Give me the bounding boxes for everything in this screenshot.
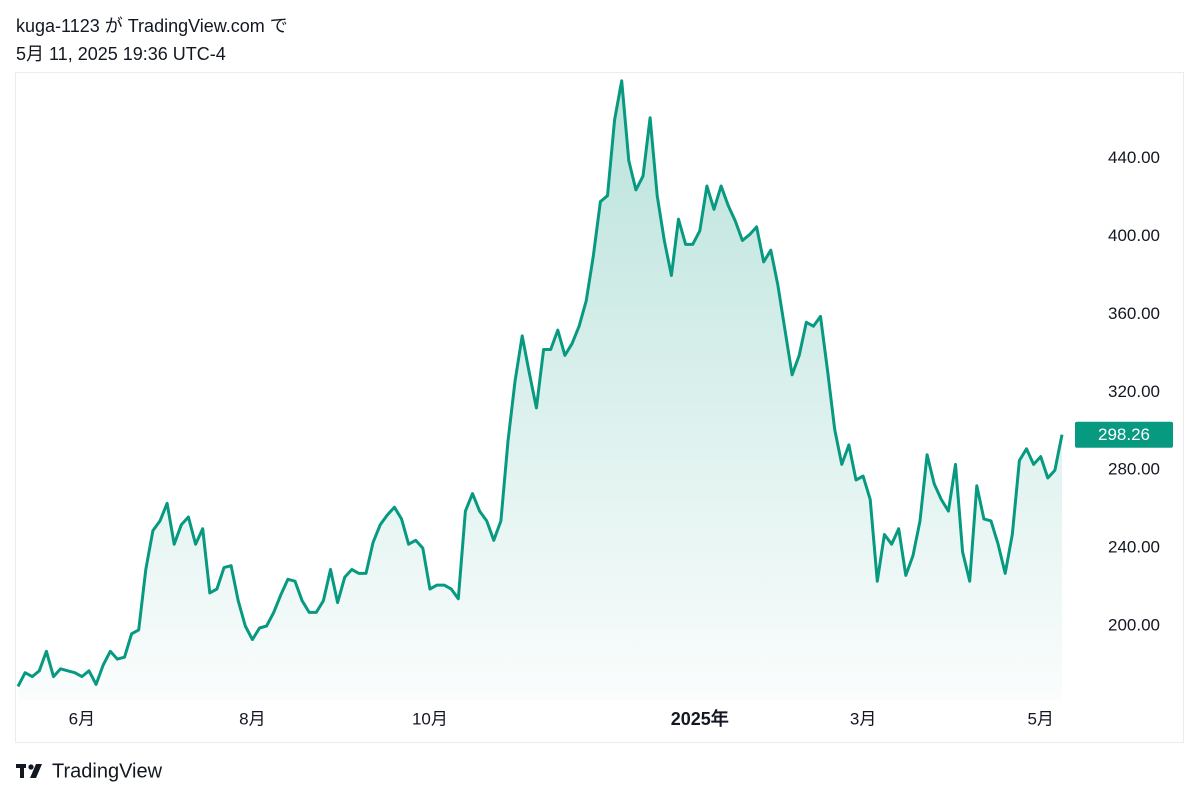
- price-line: [16, 79, 1064, 688]
- x-tick-label: 6月: [69, 709, 95, 728]
- y-tick-label: 400.00: [1108, 226, 1160, 245]
- y-tick-label: 320.00: [1108, 382, 1160, 401]
- x-tick-label: 8月: [239, 709, 265, 728]
- x-tick-label: 3月: [850, 709, 876, 728]
- y-tick-label: 440.00: [1108, 148, 1160, 167]
- x-tick-label: 5月: [1027, 709, 1053, 728]
- y-tick-label: 360.00: [1108, 304, 1160, 323]
- chart-frame: [15, 72, 1184, 743]
- x-tick-label: 2025年: [671, 708, 729, 729]
- y-tick-label: 240.00: [1108, 538, 1160, 557]
- y-tick-label: 200.00: [1108, 615, 1160, 634]
- header-line2: 5月 11, 2025 19:36 UTC-4: [16, 44, 226, 64]
- brand-logo: [16, 764, 42, 778]
- last-price-badge: [1075, 421, 1173, 448]
- header-line1: kuga-1123 が TradingView.com で: [16, 16, 288, 36]
- x-tick-label: 10月: [412, 709, 448, 728]
- brand-name: TradingView: [52, 760, 163, 782]
- y-tick-label: 280.00: [1108, 460, 1160, 479]
- last-price-label: 298.26: [1098, 425, 1150, 444]
